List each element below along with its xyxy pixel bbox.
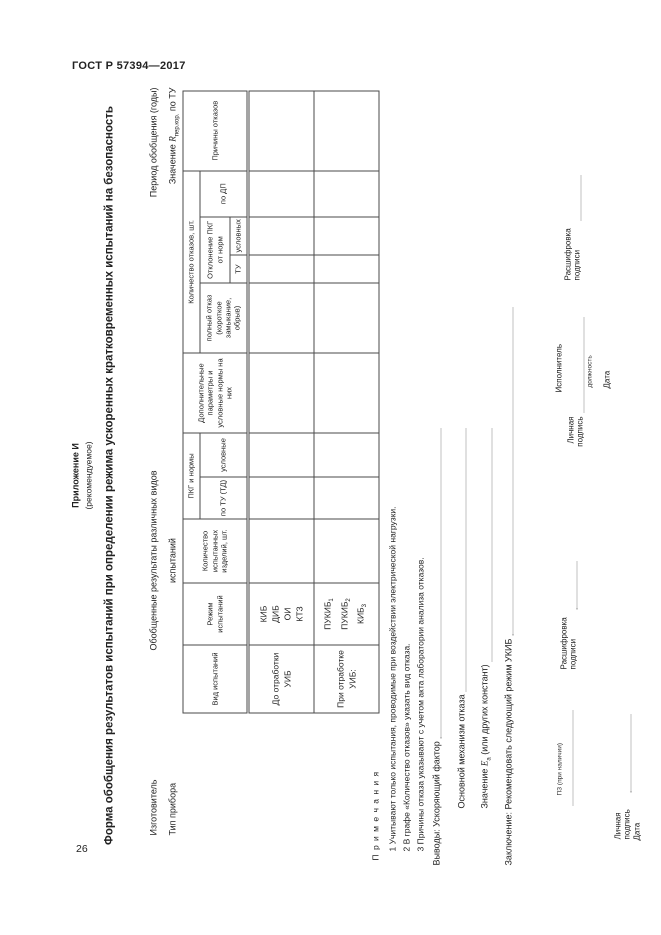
summary-line2: испытаний <box>167 538 178 583</box>
fill-line <box>482 428 493 662</box>
executor-position-label: должность <box>586 355 594 388</box>
group-header-pkg-deviation: Отклонение ПКГ от норм <box>200 216 230 283</box>
pz-personal-label: Личная подпись <box>613 809 632 840</box>
appendix-subtitle: (рекомендуемое) <box>83 441 94 510</box>
table-cell-empty <box>314 519 379 583</box>
fill-line <box>456 428 467 692</box>
col-header-additional-params: Дополнительные параметры и условные норм… <box>183 353 248 433</box>
period-label: Период обобщения (годы) <box>148 87 159 198</box>
col-header-per-tu-td: по ТУ (ТД) <box>200 477 248 519</box>
conclusion-failure-mechanism: Основной механизм отказа <box>456 428 467 809</box>
col-header-full-failure: полный отказ (короткое замыкание, обрыв) <box>200 283 248 353</box>
col-header-qty-tested: Количество испытанных изделий, шт. <box>183 519 248 583</box>
table-cell-empty <box>248 170 314 217</box>
pz-personal-line <box>630 714 632 793</box>
table-cell-empty <box>248 90 314 171</box>
pz-transcript-label: Расшифровка подписи <box>559 617 578 670</box>
table-cell-empty <box>248 353 314 433</box>
conclusion-recommend-mode: Заключение: Рекомендовать следующий режи… <box>503 307 514 866</box>
meta-left: Изготовитель Тип прибора <box>145 780 183 836</box>
note-item-3: 3 Причины отказа указывают с учетом акта… <box>415 557 426 852</box>
executor-transcript-line <box>580 175 582 221</box>
r-subscript: пер.кор. <box>174 113 181 137</box>
cell-test-type-row2: При отработке УИБ: <box>314 645 379 713</box>
ea-symbol: Е <box>479 760 490 767</box>
conclusion-ea-value: Значение Еа (или других констант) <box>479 428 493 809</box>
table-cell-empty <box>314 433 379 477</box>
device-type-label: Тип прибора <box>167 782 178 836</box>
pz-date-label: Дата <box>632 822 642 841</box>
manufacturer-label: Изготовитель <box>148 779 159 836</box>
table-cell-empty <box>314 255 379 283</box>
page-number: 26 <box>76 843 88 855</box>
cell-test-mode-row2: ПУКИБ1 ПУКИБ2 КИБ3 <box>314 583 379 645</box>
note-item-2: 2 В графе «Количество отказов» указать в… <box>401 643 412 852</box>
table-cell-empty <box>248 255 314 283</box>
executor-transcript-label: Расшифровка подписи <box>563 228 582 281</box>
col-header-test-type: Вид испытаний <box>183 645 248 713</box>
results-table: Вид испытаний Режим испытаний Количество… <box>183 90 380 713</box>
table-cell-empty <box>248 283 314 353</box>
fill-line <box>503 307 514 636</box>
table-cell-empty <box>314 353 379 433</box>
form-title: Форма обобщения результатов испытаний пр… <box>103 106 116 845</box>
col-header-conditional: условные <box>200 433 248 477</box>
table-cell-empty <box>248 216 314 255</box>
executor-date-label: Дата <box>602 370 612 389</box>
notes-heading: П р и м е ч а н и я <box>370 770 381 861</box>
executor-heading: Исполнитель <box>554 343 564 393</box>
conclusion-accel-factor: Выводы: Ускоряющий фактор <box>431 428 442 866</box>
table-cell-empty <box>314 170 379 217</box>
ea-subscript: а <box>486 757 493 761</box>
col-header-tu: ТУ <box>230 255 248 283</box>
rotated-form: Приложение И (рекомендуемое) Форма обобщ… <box>71 86 646 866</box>
executor-personal-line <box>583 317 585 413</box>
note-item-1: 1 Учитывают только испытания, проводимые… <box>387 506 398 852</box>
cell-test-type-row1: До отработки УИБ <box>248 645 314 713</box>
pz-heading: ПЗ (при наличии) <box>556 742 564 796</box>
summary-line1: Обобщенные результаты различных видов <box>148 470 159 651</box>
table-cell-empty <box>314 477 379 519</box>
table-cell-empty <box>314 283 379 353</box>
table-cell-empty <box>248 477 314 519</box>
executor-personal-label: Личная подпись <box>566 416 585 447</box>
col-header-uslovnykh: условных <box>230 216 248 255</box>
cell-test-mode-row1: КИБ ДИБ ОИ КТЗ <box>248 583 314 645</box>
col-header-per-dp: по ДП <box>200 170 248 217</box>
table-cell-empty <box>314 216 379 255</box>
group-header-failures: Количество отказов, шт. <box>183 170 200 353</box>
table-cell-empty <box>314 90 379 171</box>
col-header-test-mode: Режим испытаний <box>183 583 248 645</box>
gost-standard-number: ГОСТ Р 57394—2017 <box>72 60 186 72</box>
appendix-title: Приложение И <box>70 443 81 508</box>
summary-heading: Обобщенные результаты различных видов ис… <box>145 416 183 706</box>
meta-right: Период обобщения (годы) Значение Rпер.ко… <box>145 88 188 306</box>
table-cell-empty <box>248 519 314 583</box>
fill-line <box>431 428 442 739</box>
group-header-pkg-norms: ПКГ и нормы <box>183 433 200 519</box>
pz-transcript-line <box>576 561 578 610</box>
pz-signature-line <box>572 710 574 806</box>
table-cell-empty <box>248 433 314 477</box>
r-symbol: R <box>167 136 178 142</box>
col-header-failure-causes: Причины отказов <box>183 90 248 171</box>
